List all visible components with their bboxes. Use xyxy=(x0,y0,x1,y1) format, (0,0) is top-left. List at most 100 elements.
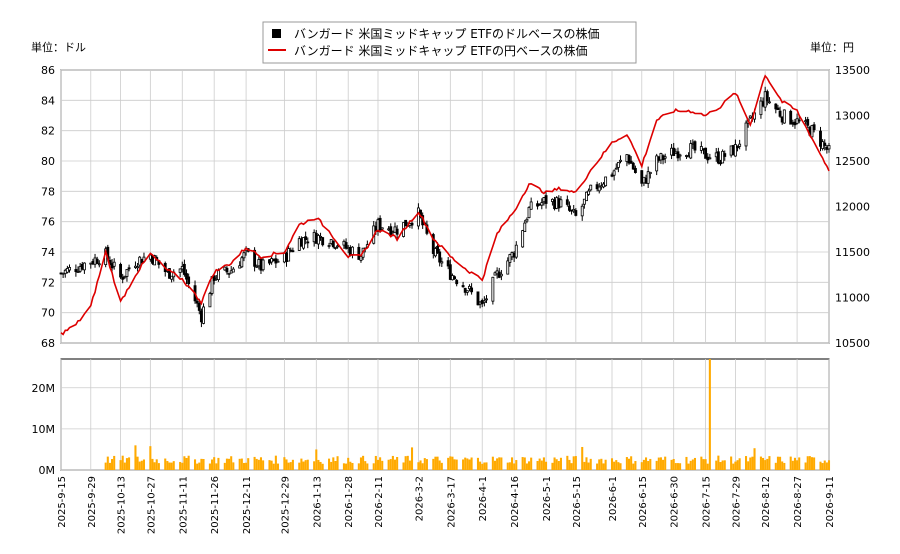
candle-body xyxy=(827,145,831,150)
volume-bar xyxy=(436,456,439,470)
candle-body xyxy=(357,246,361,260)
candle xyxy=(276,258,280,263)
candle-body xyxy=(463,287,467,293)
volume-bar xyxy=(393,459,397,470)
candle-body xyxy=(170,275,174,280)
volume-bar xyxy=(306,459,309,470)
candle-body xyxy=(568,205,571,211)
candle xyxy=(136,262,140,272)
volume-bar xyxy=(349,461,352,470)
volume-bar xyxy=(417,462,420,470)
candle-body xyxy=(619,159,622,162)
candle xyxy=(448,259,452,281)
volume-bar xyxy=(825,462,828,470)
volume-bar xyxy=(791,460,794,470)
candle xyxy=(619,155,622,164)
legend-dollar-label: バンガード 米国ミッドキャップ ETFのドルベースの株価 xyxy=(294,26,599,41)
volume-bar xyxy=(317,459,320,470)
volume-tick-label: 0M xyxy=(39,464,56,477)
volume-bar xyxy=(645,457,648,470)
volume-bar xyxy=(738,458,741,470)
volume-bar xyxy=(766,458,769,470)
volume-bar xyxy=(768,456,771,470)
volume-bar xyxy=(168,462,171,470)
candle-body xyxy=(774,103,778,110)
candle xyxy=(470,283,474,295)
volume-bar xyxy=(481,463,484,470)
volume-bar xyxy=(113,455,116,470)
candle-body xyxy=(767,101,771,104)
candle xyxy=(648,171,652,179)
candle-body xyxy=(485,298,488,301)
volume-bar xyxy=(238,458,241,470)
x-tick-label: 2025-12-29 xyxy=(280,476,291,534)
candle-body xyxy=(242,252,246,259)
candle-body xyxy=(287,248,291,262)
volume-bar xyxy=(215,463,218,470)
volume-bar xyxy=(693,457,697,470)
candle xyxy=(119,262,123,279)
candle xyxy=(614,163,618,170)
legend-box xyxy=(262,21,637,64)
candle-body xyxy=(465,290,469,293)
candle-body xyxy=(776,107,780,111)
volume-bar xyxy=(136,456,139,470)
candle xyxy=(733,139,737,157)
candle xyxy=(321,236,325,247)
candle xyxy=(663,153,667,164)
volume-bar xyxy=(540,460,543,470)
left-tick-label: 82 xyxy=(41,125,55,138)
candle-body xyxy=(744,122,748,147)
volume-bar xyxy=(440,462,443,470)
volume-bar xyxy=(142,459,146,470)
candle xyxy=(302,237,305,250)
volume-bar xyxy=(345,463,348,470)
candle xyxy=(774,103,778,114)
candle-body xyxy=(227,272,231,275)
candle-body xyxy=(68,267,71,271)
candle xyxy=(395,225,399,239)
candle-body xyxy=(574,210,578,216)
candle xyxy=(521,229,525,248)
volume-bar xyxy=(708,359,711,470)
candle xyxy=(185,269,188,285)
volume-bar xyxy=(274,455,277,470)
candle xyxy=(631,161,635,170)
volume-bar xyxy=(128,457,131,470)
candle xyxy=(704,147,708,159)
volume-bar xyxy=(170,462,173,470)
x-tick-label: 2026-8-27 xyxy=(793,476,804,528)
volume-bar xyxy=(781,461,784,470)
right-tick-label: 10500 xyxy=(835,337,870,350)
candle-body xyxy=(76,271,80,273)
left-tick-label: 74 xyxy=(41,246,55,259)
volume-tick-label: 10M xyxy=(32,423,56,436)
left-tick-label: 84 xyxy=(41,94,55,107)
candle xyxy=(723,150,727,161)
candle xyxy=(178,268,182,278)
volume-bar xyxy=(402,462,405,470)
volume-bar xyxy=(719,462,722,470)
left-tick-label: 80 xyxy=(41,155,55,168)
volume-bar xyxy=(513,463,516,470)
volume-bar xyxy=(302,461,305,470)
candle xyxy=(514,241,518,259)
x-tick-label: 2026-2-11 xyxy=(374,476,385,528)
volume-bar xyxy=(164,458,167,470)
volume-bar xyxy=(610,458,614,470)
candle xyxy=(404,219,408,227)
volume-bar xyxy=(330,461,333,470)
candle xyxy=(616,162,620,173)
volume-bar xyxy=(255,458,258,470)
candle xyxy=(431,232,435,259)
candle xyxy=(574,208,578,217)
volume-bar xyxy=(342,463,345,470)
candle-body xyxy=(182,263,186,275)
candle xyxy=(540,198,544,210)
candle xyxy=(580,203,584,221)
candle-body xyxy=(616,162,620,168)
yen-price-line xyxy=(60,74,830,336)
volume-bar xyxy=(104,462,107,470)
volume-bar xyxy=(819,461,822,470)
volume-bar xyxy=(351,463,354,470)
